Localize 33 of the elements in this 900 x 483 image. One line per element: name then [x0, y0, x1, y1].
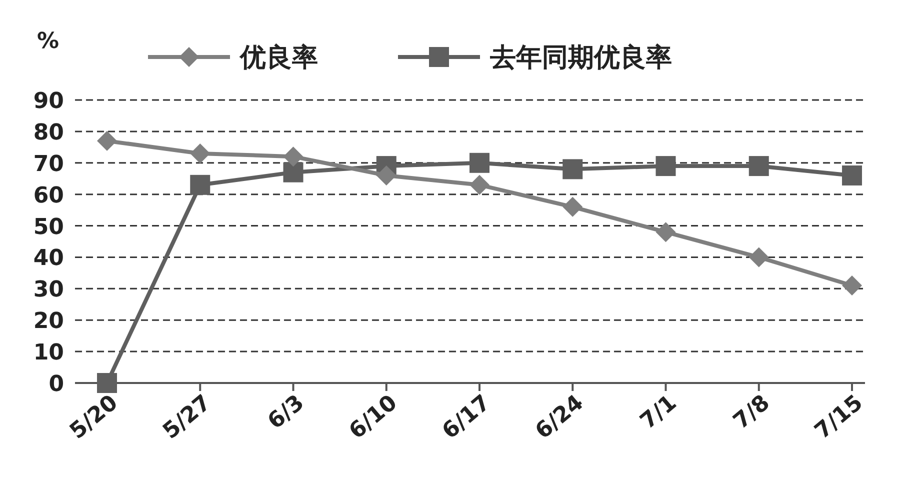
x-tick-label: 7/1 [636, 390, 682, 434]
point [190, 174, 210, 195]
point [656, 222, 676, 242]
legend-label: 去年同期优良率 [489, 43, 672, 73]
y-tick-label: 60 [33, 183, 64, 208]
y-tick-label: 70 [33, 152, 64, 177]
point [470, 174, 490, 195]
point [97, 373, 117, 393]
y-tick-label: 80 [33, 120, 64, 146]
point [656, 156, 676, 176]
point [190, 143, 210, 164]
point [842, 165, 862, 186]
legend-label: 优良率 [239, 43, 318, 73]
y-tick-label: 90 [33, 89, 64, 114]
point [562, 196, 583, 217]
y-axis-title: % [36, 29, 60, 54]
point [376, 165, 396, 186]
y-tick-label: 50 [33, 214, 64, 240]
point [283, 146, 304, 167]
y-tick-label: 40 [33, 246, 64, 272]
point [748, 247, 769, 268]
y-tick-label: 20 [33, 309, 64, 334]
x-tick-label: 6/3 [263, 390, 310, 434]
point [562, 159, 583, 180]
y-tick-label: 30 [33, 278, 64, 303]
y-tick-label: 10 [33, 340, 64, 366]
point [842, 276, 862, 296]
y-tick-label: 0 [48, 372, 64, 397]
x-tick-label: 7/8 [729, 390, 775, 434]
point [470, 152, 490, 173]
point [748, 156, 769, 176]
point [97, 130, 117, 151]
point [283, 162, 304, 182]
